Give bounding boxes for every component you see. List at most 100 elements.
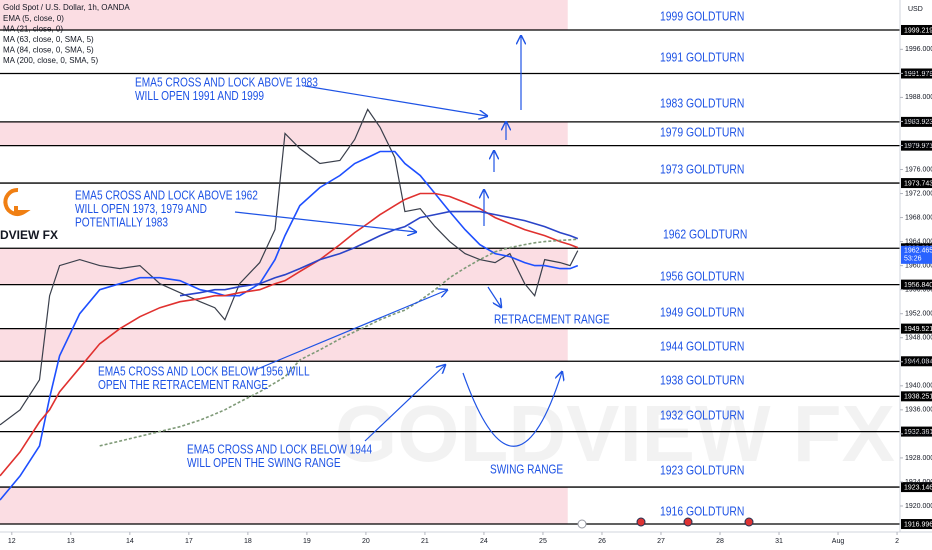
level-tag-label: 1973.743: [904, 180, 932, 187]
price-axis: [900, 0, 932, 550]
level-tag: [901, 519, 932, 530]
series-line: [99, 238, 578, 447]
y-tick-label: 1968.000: [905, 214, 932, 221]
events: [577, 517, 754, 529]
level-tag-label: 1999.219: [904, 27, 932, 34]
x-tick-label: 26: [598, 538, 606, 545]
legend: Gold Spot / U.S. Dollar, 1h, OANDA EMA (…: [3, 3, 130, 65]
level-tag: [901, 279, 932, 290]
annotation: SWING RANGE: [490, 462, 563, 476]
x-tick-label: 21: [421, 538, 429, 545]
goldturn: 1991 GOLDTURN: [660, 50, 744, 64]
goldturn-labels: 1999 GOLDTURN 1991 GOLDTURN 1983 GOLDTURN 1…: [660, 9, 747, 518]
level-tag-label: 1916.996: [904, 521, 932, 528]
levels: [0, 29, 900, 525]
level-tag-label: 1932.381: [904, 429, 932, 436]
goldturn: 1983 GOLDTURN: [660, 96, 744, 110]
level-tag: [901, 24, 932, 35]
y-tick-label: 1984.000: [905, 118, 932, 125]
x-tick-label: 18: [244, 538, 252, 545]
goldturn-label: 1983 GOLDTURN: [660, 96, 744, 110]
level-tag-label: 1938.251: [904, 394, 932, 401]
arrows: [234, 36, 562, 447]
x-tick-label: 31: [775, 538, 783, 545]
y-tick-label: 1956.000: [905, 287, 932, 294]
axes: 1999.219 1991.979 1983.923 1979.971 1973.743…: [8, 24, 932, 545]
countdown: 53:26: [904, 256, 922, 263]
last-price-tag: [901, 245, 932, 264]
goldturn-label: 1923 GOLDTURN: [660, 463, 744, 477]
last-price-label: 1962.465: [904, 248, 932, 255]
goldturn-label: 1973 GOLDTURN: [660, 162, 744, 176]
y-tick-label: 1920.000: [905, 503, 932, 510]
x-tick-label: 24: [480, 538, 488, 545]
goldturn-label: 1999 GOLDTURN: [660, 9, 744, 23]
y-tick-label: 1992.000: [905, 70, 932, 77]
x-tick-label: Aug: [832, 538, 845, 545]
arrow: [487, 286, 501, 307]
legend-entry: EMA (5, close, 0): [3, 14, 64, 23]
goldturn: 1979 GOLDTURN: [660, 125, 744, 139]
y-tick-label: 1996.000: [905, 46, 932, 53]
annotation-line: POTENTIALLY 1983: [75, 215, 168, 229]
goldturn: 1973 GOLDTURN: [660, 162, 744, 176]
zone: [0, 328, 568, 362]
goldturn-label: 1944 GOLDTURN: [660, 339, 744, 353]
goldturn: 1956 GOLDTURN: [660, 269, 744, 283]
event-icon: [577, 519, 587, 529]
goldturn: 1938 GOLDTURN: [660, 373, 744, 387]
y-tick-label: 1932.000: [905, 431, 932, 438]
annotation-line: SWING RANGE: [490, 462, 563, 476]
level-tag: [901, 356, 932, 367]
zone: [0, 0, 568, 30]
level-tag: [901, 426, 932, 437]
chart-title: Gold Spot / U.S. Dollar, 1h, OANDA: [3, 3, 130, 12]
goldturn-label: 1938 GOLDTURN: [660, 373, 744, 387]
event-icon: [636, 517, 646, 527]
zone: [0, 121, 568, 146]
currency: USD: [908, 6, 923, 13]
goldturn: 1962 GOLDTURN: [663, 227, 747, 241]
y-tick-label: 1952.000: [905, 311, 932, 318]
legend-entry: MA (63, close, 0, SMA, 5): [3, 35, 94, 44]
y-tick-label: 1972.000: [905, 190, 932, 197]
level-tag: [901, 178, 932, 189]
annotation-line: WILL OPEN 1973, 1979 AND: [75, 202, 207, 216]
y-tick-label: 1944.000: [905, 359, 932, 366]
goldturn-label: 1991 GOLDTURN: [660, 50, 744, 64]
level-tag-label: 1991.979: [904, 71, 932, 78]
goldturn-label: 1932 GOLDTURN: [660, 408, 744, 422]
annotation: EMA5 CROSS AND LOCK BELOW 1956 WILLOPEN …: [98, 364, 310, 392]
annotation-line: WILL OPEN THE SWING RANGE: [187, 456, 341, 470]
zone: [0, 248, 568, 285]
annotation-line: RETRACEMENT RANGE: [494, 312, 610, 326]
x-tick-label: 28: [716, 538, 724, 545]
y-tick-label: 1960.000: [905, 262, 932, 269]
annotation-line: EMA5 CROSS AND LOCK BELOW 1944: [187, 442, 373, 456]
goldturn-label: 1979 GOLDTURN: [660, 125, 744, 139]
goldturn: 1944 GOLDTURN: [660, 339, 744, 353]
logo: DVIEW FX: [0, 188, 58, 242]
level-tag: [901, 323, 932, 334]
goldturn: 1916 GOLDTURN: [660, 504, 744, 518]
annotation: RETRACEMENT RANGE: [494, 312, 610, 326]
x-tick-label: 12: [8, 538, 16, 545]
annotation-line: EMA5 CROSS AND LOCK ABOVE 1962: [75, 188, 258, 202]
level-tag: [901, 116, 932, 127]
watermark-group: GOLDVIEW FX: [335, 389, 895, 478]
y-tick-label: 1924.000: [905, 479, 932, 486]
arrow: [304, 85, 487, 116]
legend-entry: MA (84, close, 0, SMA, 5): [3, 46, 94, 55]
x-tick-label: 19: [303, 538, 311, 545]
arrow: [234, 211, 416, 232]
watermark: GOLDVIEW FX: [335, 389, 895, 478]
level-tag: [901, 482, 932, 493]
y-tick-label: 1964.000: [905, 238, 932, 245]
goldturn-label: 1916 GOLDTURN: [660, 504, 744, 518]
x-tick-label: 13: [67, 538, 75, 545]
goldturn-label: 1956 GOLDTURN: [660, 269, 744, 283]
y-tick-label: 1936.000: [905, 407, 932, 414]
